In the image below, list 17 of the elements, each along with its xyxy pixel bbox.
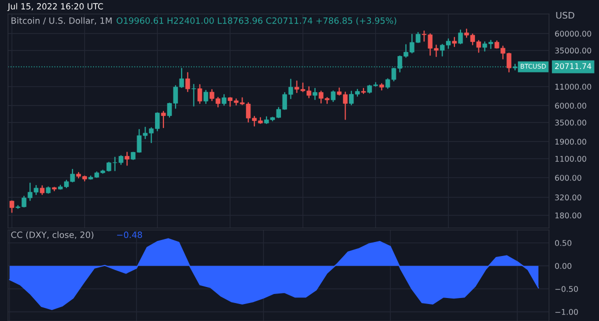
candlestick [185,72,190,92]
candlestick [124,152,130,166]
candlestick [161,110,166,128]
candlestick [312,88,318,100]
chart-subtitle: O19960.61 H22401.00 L18763.96 C20711.74 +786.85 (+3.95%) [116,17,396,25]
y-axis-title: USD [556,12,574,19]
candlestick [458,30,463,44]
candlestick [452,36,457,48]
chart-title: Bitcoin / U.S. Dollar, 1M [12,17,112,25]
annotation: −0.48 [117,232,142,238]
candlestick [330,90,336,102]
chart-title: CC (DXY, close, 20) [11,231,94,240]
text: Jul 15, 2022 16:20 UTC [7,3,103,12]
candlestick [222,94,226,106]
candlestick [10,200,14,213]
candlestick [204,90,208,104]
candlestick [197,84,202,104]
